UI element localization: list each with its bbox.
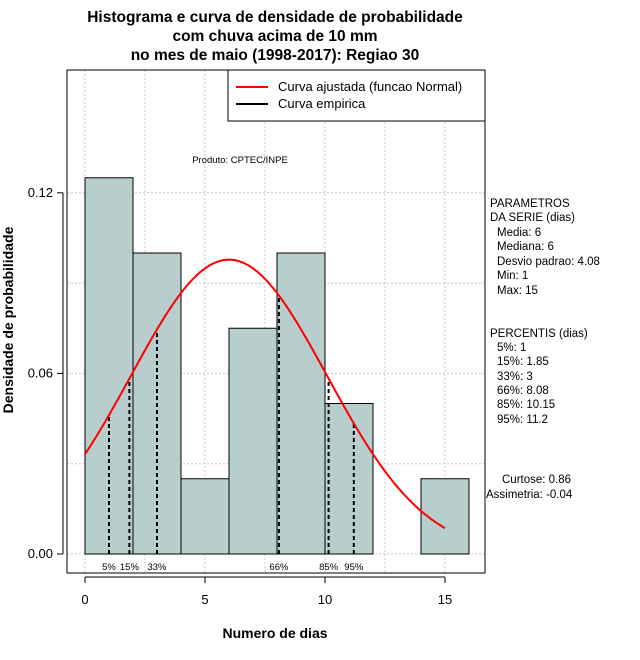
x-tick-label-0: 0 xyxy=(81,592,88,607)
legend: Curva ajustada (funcao Normal) Curva emp… xyxy=(227,69,486,122)
stats-p85: 85%: 10.15 xyxy=(497,399,555,411)
product-annotation: Produto: CPTEC/INPE xyxy=(192,155,288,166)
legend-label-normal: Curva ajustada (funcao Normal) xyxy=(278,79,462,94)
chart-title-line-1: Histograma e curva de densidade de proba… xyxy=(87,9,463,26)
y-tick-label-0: 0.00 xyxy=(28,546,53,561)
stats-desvio: Desvio padrao: 4.08 xyxy=(497,256,600,268)
y-axis-title: Densidade de probabilidade xyxy=(0,226,16,413)
chart-title-line-2: com chuva acima de 10 mm xyxy=(172,28,377,45)
stats-panel: PARAMETROS DA SERIE (dias) Media: 6 Medi… xyxy=(486,198,600,501)
stats-assimetria: Assimetria: -0.04 xyxy=(486,489,573,501)
normal-curve-line xyxy=(84,258,446,530)
stats-p95: 95%: 11.2 xyxy=(497,414,548,426)
histogram-bar-3 xyxy=(228,327,278,555)
legend-label-empirical: Curva empirica xyxy=(278,96,366,111)
percentile-label-2: 33% xyxy=(147,562,167,573)
axes: 0 5 10 15 0.00 0.06 0.12 xyxy=(28,185,453,607)
stats-p15: 15%: 1.85 xyxy=(497,356,549,368)
histogram-bar-7 xyxy=(420,478,470,555)
histogram-bar-2 xyxy=(180,478,230,555)
y-tick-label-2: 0.12 xyxy=(28,185,53,200)
percentile-label-4: 85% xyxy=(319,562,339,573)
legend-box xyxy=(227,69,486,122)
x-tick-label-5: 5 xyxy=(201,592,208,607)
stats-p33: 33%: 3 xyxy=(497,371,533,383)
x-axis-title: Numero de dias xyxy=(222,625,327,641)
percentile-label-5: 95% xyxy=(344,562,364,573)
percentile-label-1: 15% xyxy=(120,562,140,573)
percentile-label-3: 66% xyxy=(269,562,289,573)
stats-param-heading-1: PARAMETROS xyxy=(490,198,570,210)
density-curve xyxy=(84,258,446,530)
histogram-bar-4 xyxy=(276,252,326,555)
percentile-label-0: 5% xyxy=(102,562,116,573)
stats-param-heading-2: DA SERIE (dias) xyxy=(490,212,575,224)
stats-p5: 5%: 1 xyxy=(497,342,526,354)
stats-max: Max: 15 xyxy=(497,285,538,297)
stats-mediana: Mediana: 6 xyxy=(497,241,554,253)
chart-title-line-3: no mes de maio (1998-2017): Regiao 30 xyxy=(131,47,420,64)
percentile-markers: 5% 15% 33% 66% 85% 95% xyxy=(102,295,364,573)
stats-p66: 66%: 8.08 xyxy=(497,385,549,397)
histogram-bar-5 xyxy=(324,403,374,555)
y-tick-label-1: 0.06 xyxy=(28,365,53,380)
stats-media: Media: 6 xyxy=(497,227,541,239)
stats-curtose: Curtose: 0.86 xyxy=(502,474,571,486)
stats-min: Min: 1 xyxy=(497,270,528,282)
stats-percentis-heading: PERCENTIS (dias) xyxy=(490,328,588,340)
x-tick-label-10: 10 xyxy=(318,592,332,607)
x-tick-label-15: 15 xyxy=(438,592,452,607)
histogram-bar-0 xyxy=(84,177,134,555)
histogram-bars xyxy=(84,177,470,555)
